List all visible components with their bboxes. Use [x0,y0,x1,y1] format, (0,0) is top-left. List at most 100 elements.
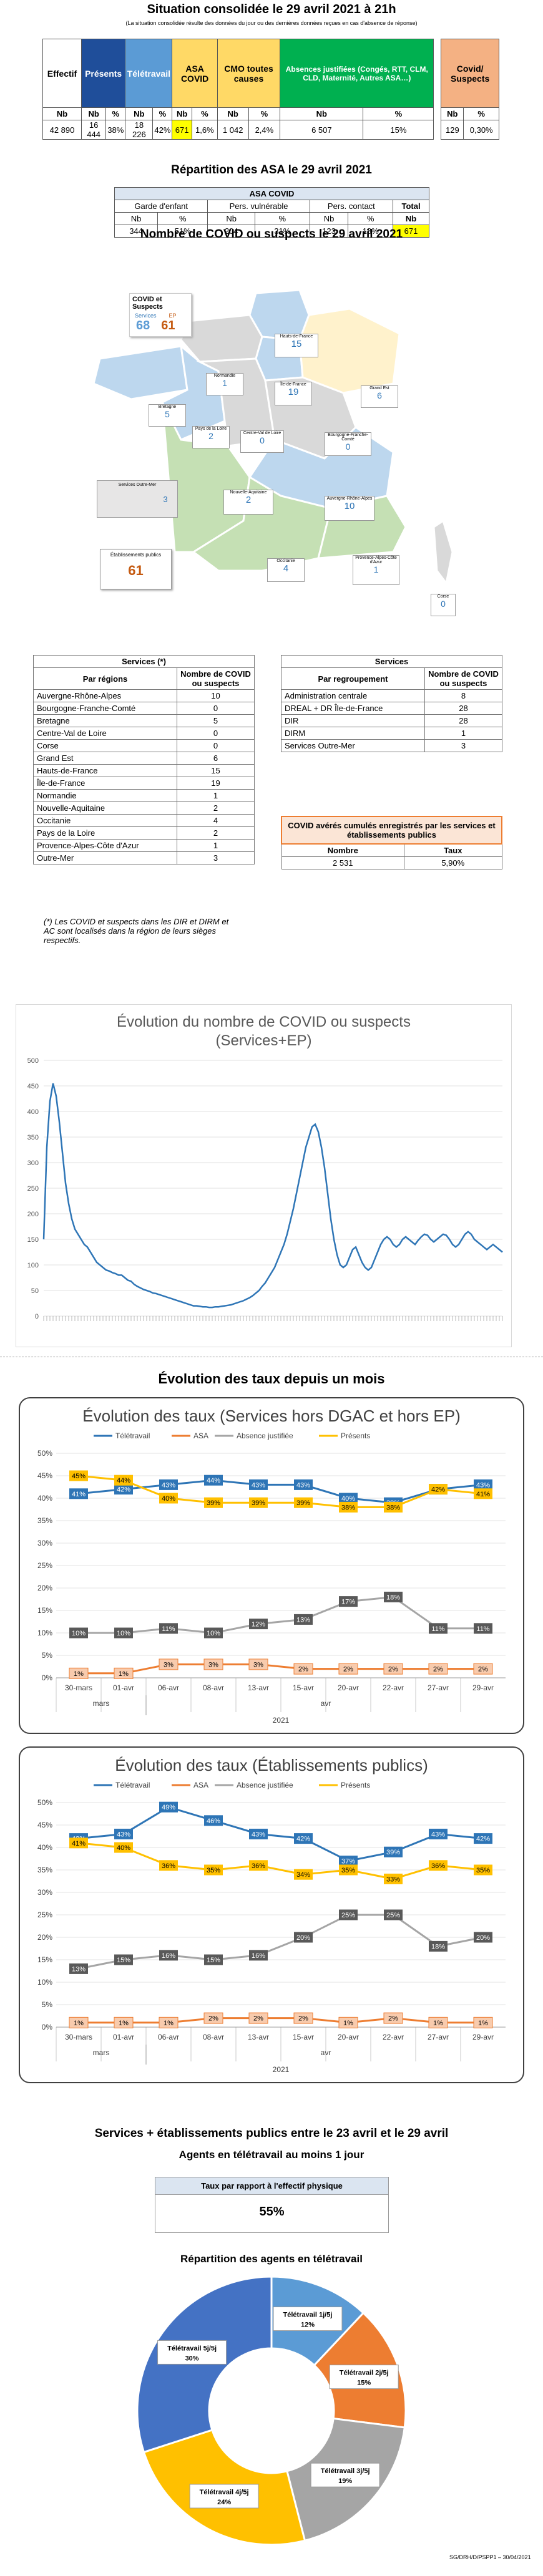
data-label-box [474,1864,492,1876]
y-tick-label: 30% [37,1888,52,1897]
x-tick-label: 22-avr [383,1683,404,1692]
data-label-box [429,1828,448,1839]
data-label-box [293,2012,313,2024]
data-label-box [338,2017,358,2028]
data-label: 1% [119,2020,129,2027]
service-name: DIRM [281,727,425,740]
map-label-corse: Corse 0 [431,594,456,616]
data-label: 3% [164,1661,174,1668]
legend-services-total: 68 [136,319,150,332]
map-label-bfc: Bourgogne-Franche-Comté 0 [325,432,371,456]
data-label-box [339,1501,358,1513]
cumul-col1: Nombre [281,843,405,857]
y-tick-label: 500 [27,1057,39,1065]
sub-cell: % [363,107,434,120]
map-ep-box: Établissements publics 61 [100,549,172,589]
data-label-box [203,2012,223,2024]
data-label: 2% [343,1666,353,1673]
val-presents-pct: 38% [105,120,126,140]
table-row: Occitanie 4 [33,814,255,827]
data-label-box [429,1940,448,1952]
y-tick-label: 35% [37,1516,52,1525]
asa-sub: Nb [114,212,159,225]
y-tick-label: 150 [27,1236,39,1244]
month-label: avr [321,2048,331,2057]
region-value: 1 [177,789,255,802]
region-name: Normandie [33,789,177,802]
y-tick-label: 10% [37,1978,52,1987]
y-tick-label: 20% [37,1584,52,1592]
data-label-box [159,1860,178,1871]
data-label: 42% [296,1836,310,1843]
asa-table: ASA COVID Garde d'enfant Pers. vulnérabl… [114,187,429,238]
asa-sub: % [254,212,310,225]
donut-label: Télétravail 4j/5j 24% [189,2484,259,2509]
col-effectif: Effectif [42,39,82,108]
table-row: DREAL + DR Île-de-France 28 [281,702,502,715]
data-label: 11% [162,1625,175,1633]
taux-chart-2-title: Évolution des taux (Établissements publi… [115,1756,428,1775]
ep-value: 61 [128,563,144,578]
data-label: 39% [296,1499,310,1507]
data-label: 10% [207,1630,220,1637]
map-label-idf: Île-de-France 19 [275,382,312,405]
data-label: 3% [208,1661,218,1668]
data-label-box [114,1484,133,1495]
map-label-name: Bourgogne-Franche-Comté [328,433,368,442]
donut-label: Télétravail 1j/5j 12% [273,2307,343,2331]
map-label-value: 2 [245,495,252,505]
data-label: 1% [478,2020,488,2027]
series-line [78,1842,484,1880]
data-label: 40% [162,1495,175,1503]
legend-ep-total: 61 [161,319,175,332]
asa-val-total: 671 [393,225,429,238]
region-name: Bretagne [33,714,177,727]
y-tick-label: 400 [27,1108,39,1116]
sub-cell: % [152,107,173,120]
val-covid-pct: 0,30% [463,120,499,140]
asa-sub: Nb [393,212,429,225]
map-label-value: 0 [441,599,446,609]
region-name: Outre-Mer [33,851,177,864]
data-label: 43% [162,1481,175,1489]
regions-table: Services (*) Par régions Nombre de COVID … [33,655,255,864]
year-label: 2021 [273,1716,290,1725]
y-tick-label: 15% [37,1606,52,1615]
map-label-value: 1 [222,378,227,388]
asa-title: Répartition des ASA le 29 avril 2021 [171,163,372,177]
region-name: Île-de-France [33,777,177,790]
data-label: 10% [117,1630,130,1637]
table-row: Nouvelle-Aquitaine 2 [33,801,255,815]
data-label: 44% [207,1477,220,1484]
data-label-box [383,2012,403,2024]
y-tick-label: 50% [37,1798,52,1807]
x-tick-label: 20-avr [338,1683,359,1692]
sub-cell: % [105,107,126,120]
table-row: Bretagne 5 [33,714,255,727]
x-tick-label: 01-avr [113,2033,134,2041]
data-label: 44% [117,1477,130,1484]
data-label-box [338,1663,358,1675]
legend-label: Télétravail [115,1781,150,1789]
legend-label: ASA [193,1781,208,1789]
data-label-box [474,1623,492,1634]
data-label-box [114,1627,133,1639]
sub-cell: % [463,107,499,120]
sub-cell: Nb [81,107,107,120]
data-label-box [339,1864,358,1876]
data-label-box [249,1479,268,1490]
data-label-box [203,1658,223,1670]
data-label: 15% [117,1957,130,1964]
donut-label-name: Télétravail 1j/5j [283,2312,333,2319]
data-label-box [474,1932,492,1943]
col-asa: ASA COVID [172,39,218,108]
data-label: 15% [207,1957,220,1964]
data-label-box [204,1954,223,1965]
outremer-label: Services Outre-Mer [118,483,157,487]
map-label-value: 1 [373,564,379,574]
x-tick-label: 30-mars [65,2033,92,2041]
data-label: 2% [298,1666,308,1673]
service-name: Services Outre-Mer [281,739,425,752]
donut-label-name: Télétravail 5j/5j [167,2345,217,2352]
series-line [79,1595,483,1634]
